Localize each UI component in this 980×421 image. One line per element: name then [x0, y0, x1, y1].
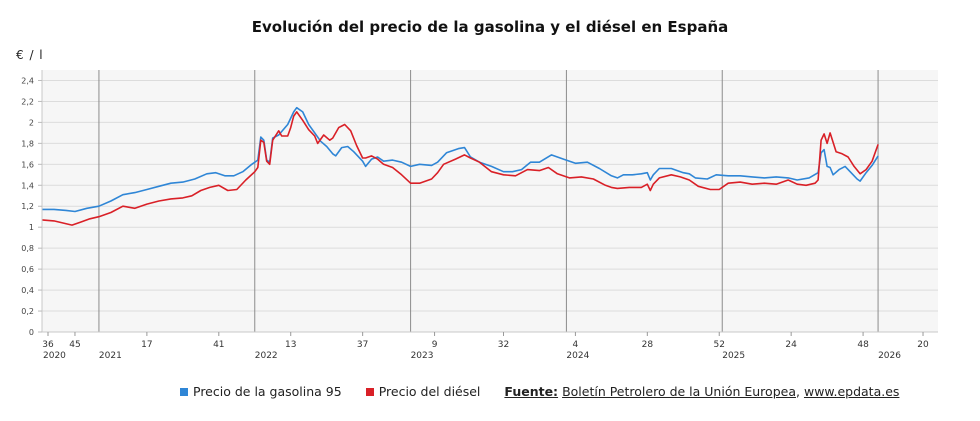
- grid-lines: [42, 79, 938, 333]
- line-chart: 00,20,40,60,811,21,41,61,822,22,4 2020 20…: [21, 70, 938, 361]
- year-label: 2026: [878, 351, 901, 361]
- y-tick-label: 0: [29, 328, 34, 337]
- series-lines: [41, 106, 879, 226]
- x-tick-label: 32: [498, 340, 509, 350]
- plot-area-background: [42, 70, 938, 332]
- y-tick-label: 2,2: [21, 97, 34, 106]
- x-tick-label: 37: [357, 340, 368, 350]
- y-tick-label: 1,6: [21, 160, 34, 169]
- y-tick-label: 1,4: [21, 181, 34, 190]
- chart-title: Evolución del precio de la gasolina y el…: [251, 18, 729, 36]
- x-tick-label: 28: [642, 340, 654, 350]
- source-url-link[interactable]: www.epdata.es: [803, 384, 900, 399]
- x-tick-label: 9: [432, 340, 438, 350]
- source-separator: ,: [795, 384, 800, 399]
- y-tick-label: 2,4: [21, 76, 34, 85]
- source-link[interactable]: Boletín Petrolero de la Unión Europea: [562, 384, 796, 399]
- year-label: 2025: [722, 351, 745, 361]
- series-line-diesel: [41, 111, 879, 226]
- x-tick-label: 48: [857, 340, 869, 350]
- y-tick-label: 1: [29, 223, 34, 232]
- x-tick-label: 45: [69, 340, 80, 350]
- x-tick-label: 20: [917, 340, 929, 350]
- legend-item-diesel[interactable]: Precio del diésel: [365, 384, 481, 399]
- y-axis-ticks: 0 0,2 0,4 0,6 0,8 1 1,2 1,4 1,6 1,8 2 2,2 2,4: [21, 76, 42, 337]
- year-label: 2023: [411, 351, 434, 361]
- series-line-gasolina: [42, 106, 879, 213]
- y-axis-unit-label: € / l: [16, 48, 44, 62]
- y-tick-label: 0,6: [21, 265, 34, 274]
- x-tick-label: 24: [785, 340, 797, 350]
- year-separators: [98, 70, 879, 332]
- x-tick-label: 41: [213, 340, 224, 350]
- year-label: 2024: [566, 351, 589, 361]
- x-tick-label: 36: [42, 340, 54, 350]
- year-label: 2022: [255, 351, 278, 361]
- y-tick-label: 0,4: [21, 286, 34, 295]
- year-label: 2021: [99, 351, 122, 361]
- legend-label-gasolina: Precio de la gasolina 95: [193, 384, 342, 399]
- legend: Precio de la gasolina 95 Precio del diés…: [180, 384, 899, 399]
- x-tick-label: 52: [714, 340, 725, 350]
- year-label: 2020: [43, 351, 66, 361]
- y-tick-label: 1,8: [21, 139, 34, 148]
- legend-label-diesel: Precio del diésel: [378, 384, 481, 399]
- y-tick-label: 1,2: [21, 202, 34, 211]
- x-tick-label: 4: [573, 340, 579, 350]
- legend-swatch-gasolina: [180, 387, 188, 396]
- y-tick-label: 0,8: [21, 244, 34, 253]
- source-note: Fuente: Boletín Petrolero de la Unión Eu…: [504, 384, 899, 399]
- x-tick-label: 13: [285, 340, 296, 350]
- y-tick-label: 0,2: [21, 307, 34, 316]
- x-tick-label: 17: [141, 340, 152, 350]
- legend-swatch-diesel: [365, 387, 374, 396]
- y-tick-label: 2: [29, 118, 34, 127]
- source-label: Fuente:: [504, 384, 559, 399]
- legend-item-gasolina[interactable]: Precio de la gasolina 95: [180, 384, 342, 399]
